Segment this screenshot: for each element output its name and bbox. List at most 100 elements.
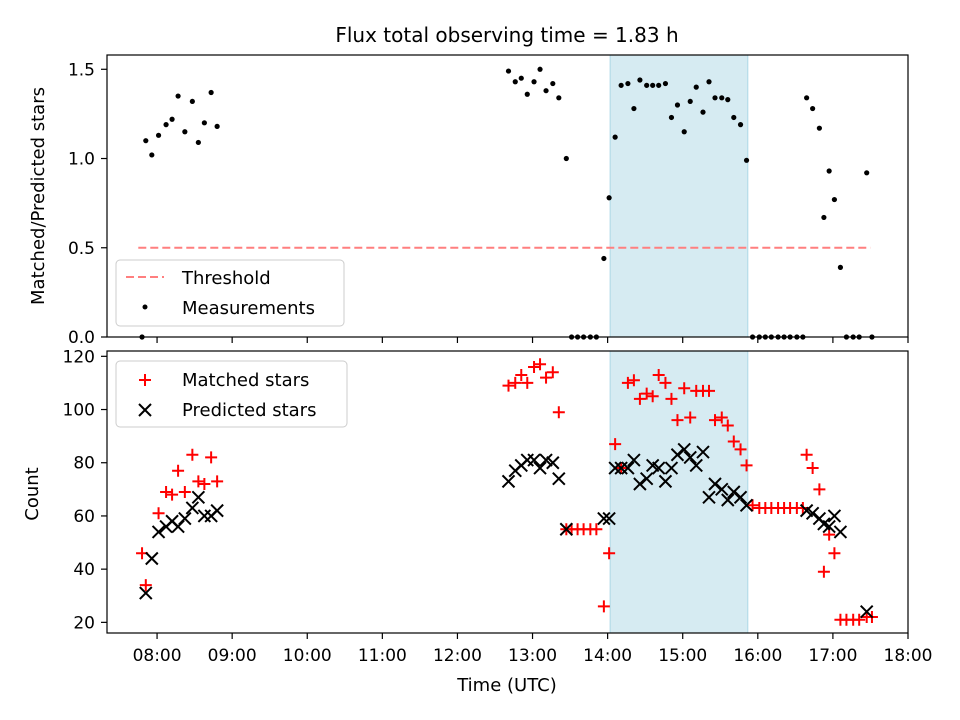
measurement-point	[837, 264, 844, 270]
y-tick-label: 120	[63, 347, 95, 367]
measurement-point	[831, 196, 838, 203]
matched-star-point	[515, 368, 528, 381]
matched-star-point	[627, 374, 640, 387]
measurement-point	[706, 79, 712, 85]
measurement-point	[189, 98, 195, 105]
measurement-point	[810, 105, 816, 112]
matched-star-point	[534, 358, 547, 371]
matched-star-point	[703, 384, 716, 397]
predicted-star-point	[827, 509, 842, 523]
predicted-star-point	[597, 511, 611, 526]
y-tick-label: 20	[73, 613, 95, 633]
matched-star-point	[659, 376, 672, 389]
matched-star-point	[633, 392, 646, 405]
matched-star-point	[715, 411, 728, 424]
measurement-point	[163, 122, 169, 128]
predicted-star-point	[185, 501, 200, 515]
predicted-star-point	[683, 450, 697, 465]
measurement-point	[612, 134, 618, 140]
matched-star-point	[671, 414, 684, 427]
predicted-star-point	[602, 511, 616, 526]
bottom-highlight-interval	[609, 350, 749, 634]
matched-star-point	[746, 499, 759, 512]
measurement-point	[637, 77, 643, 83]
measurement-point	[804, 95, 810, 101]
measurement-point	[631, 105, 637, 112]
legend-predicted-label: Predicted stars	[182, 400, 316, 421]
top-highlight-interval	[609, 54, 749, 338]
bottom-x-axis: 08:00 09:00 10:00 11:00 12:00 13:00 14:00 15:00…	[133, 633, 933, 666]
matched-star-point	[734, 443, 747, 456]
matched-star-point	[192, 475, 205, 488]
predicted-star-point	[621, 461, 635, 475]
measurement-point	[816, 125, 822, 131]
measurement-point	[606, 195, 612, 201]
matched-star-point	[139, 579, 152, 592]
predicted-star-point	[527, 453, 541, 467]
y-tick-label: 40	[73, 560, 95, 580]
matched-star-point	[817, 565, 830, 578]
predicted-star-point	[664, 461, 679, 475]
predicted-star-point	[178, 511, 192, 526]
matched-star-point	[211, 475, 224, 488]
measurement-point	[687, 98, 693, 105]
measurement-point	[681, 129, 687, 135]
measurement-point	[195, 139, 201, 146]
measurement-point	[214, 123, 220, 129]
matched-star-point	[178, 486, 191, 498]
measurement-point	[743, 157, 750, 163]
predicted-star-point	[739, 498, 754, 513]
predicted-star-point	[689, 458, 703, 473]
legend-predicted-swatch	[138, 403, 152, 417]
predicted-star-point	[639, 471, 654, 486]
y-tick-label: 80	[73, 454, 95, 474]
matched-star-point	[160, 486, 173, 498]
x-tick-label: 16:00	[733, 646, 782, 666]
predicted-star-point	[546, 456, 560, 470]
predicted-star-point	[191, 490, 206, 505]
matched-star-point	[621, 376, 634, 389]
predicted-star-point	[552, 471, 566, 486]
x-tick-label: 12:00	[433, 646, 482, 666]
measurement-point	[693, 84, 699, 90]
measurement-point	[149, 152, 155, 158]
measurement-point	[650, 82, 656, 88]
predicted-star-point	[733, 490, 748, 505]
matched-star-point	[603, 547, 616, 560]
predicted-star-point	[145, 551, 159, 566]
bottom-legend: Matched stars Predicted stars	[115, 360, 348, 428]
predicted-star-point	[833, 525, 848, 539]
x-tick-label: 18:00	[884, 646, 933, 666]
predicted-star-point	[805, 506, 820, 520]
x-tick-label: 08:00	[133, 646, 182, 666]
predicted-star-point	[715, 482, 729, 497]
matched-star-point	[152, 507, 165, 520]
y-tick-label: 0.5	[68, 239, 95, 259]
measurements-series	[139, 66, 875, 340]
legend-measurements-label: Measurements	[182, 298, 315, 319]
predicted-star-point	[151, 525, 166, 539]
matched-star-point	[528, 360, 541, 373]
matched-star-point	[652, 368, 665, 381]
measurement-point	[725, 97, 731, 103]
measurement-point	[543, 88, 549, 94]
predicted-star-point	[822, 519, 836, 534]
matched-star-point	[727, 435, 740, 448]
predicted-star-point	[633, 477, 647, 491]
top-y-axis-label: Matched/Predicted stars	[28, 87, 49, 305]
matched-star-point	[806, 462, 819, 475]
measurement-point	[719, 95, 725, 101]
matched-star-point	[552, 406, 565, 419]
matched-star-point	[640, 387, 653, 400]
measurement-point	[700, 109, 706, 115]
measurement-point	[644, 82, 650, 88]
measurement-point	[656, 82, 662, 88]
predicted-star-point	[859, 605, 874, 619]
measurement-point	[625, 80, 631, 87]
measurement-point	[618, 82, 624, 88]
matched-star-point	[609, 438, 622, 451]
measurement-point	[208, 89, 214, 96]
x-tick-label: 13:00	[508, 646, 557, 666]
measurement-point	[531, 79, 537, 85]
